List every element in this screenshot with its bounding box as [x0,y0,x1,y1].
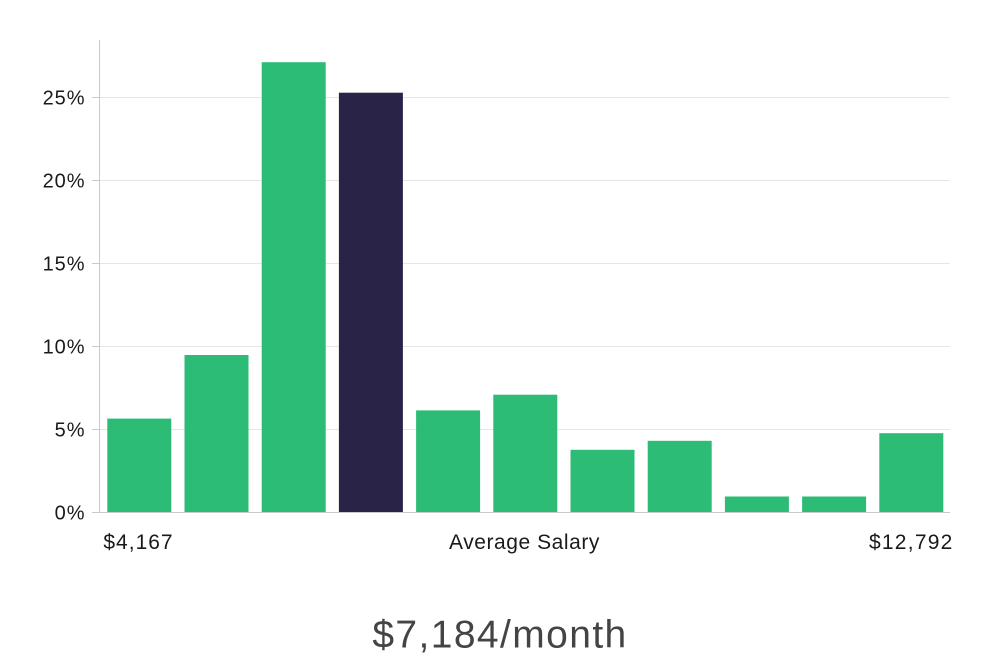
svg-text:15%: 15% [43,254,86,276]
svg-text:10%: 10% [43,337,86,359]
svg-text:Average Salary: Average Salary [449,531,600,554]
svg-text:$7,184/month: $7,184/month [372,614,627,657]
svg-text:0%: 0% [55,503,86,525]
svg-text:$4,167: $4,167 [103,531,173,554]
svg-text:5%: 5% [55,420,86,442]
svg-text:25%: 25% [43,88,86,110]
svg-text:$12,792: $12,792 [869,531,954,554]
svg-text:20%: 20% [43,171,86,193]
